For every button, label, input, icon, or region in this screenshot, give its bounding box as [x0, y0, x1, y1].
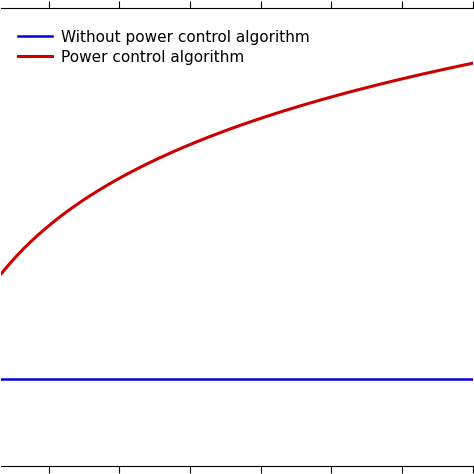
Legend: Without power control algorithm, Power control algorithm: Without power control algorithm, Power c…	[14, 25, 314, 70]
